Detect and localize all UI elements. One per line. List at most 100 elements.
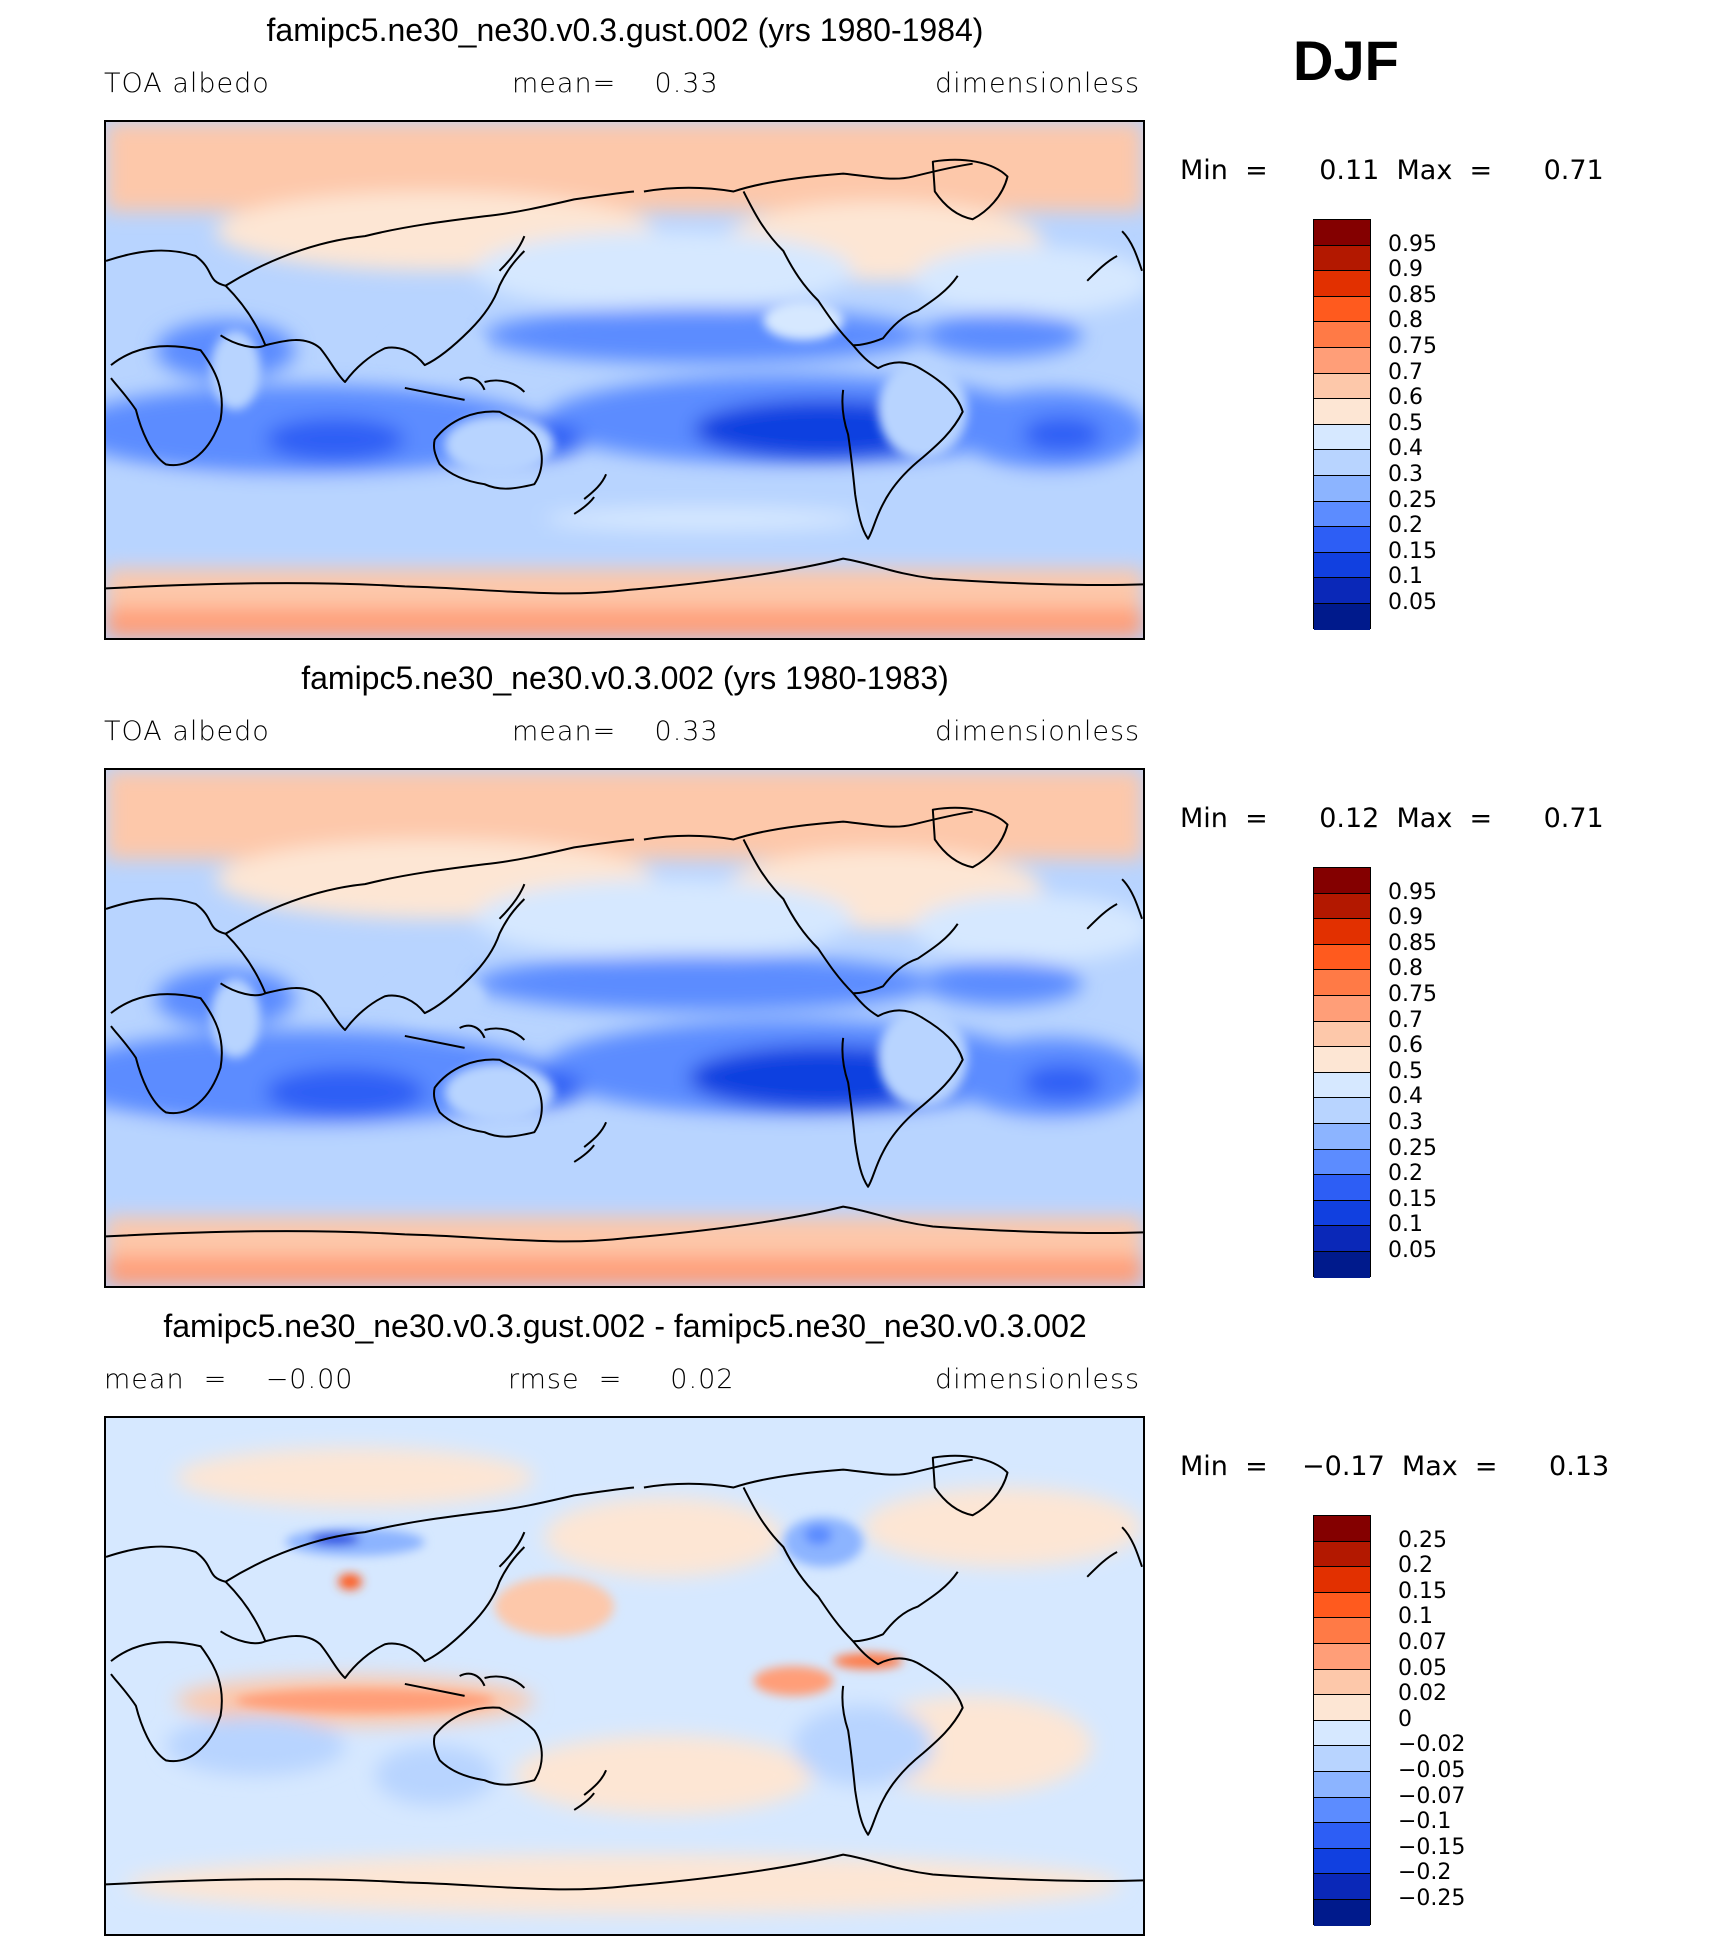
panel-3-colorbar [1313, 1515, 1371, 1926]
colorbar-tick-label: 0.4 [1388, 1084, 1423, 1110]
colorbar-swatch [1314, 1047, 1370, 1073]
colorbar-tick-label: 0.95 [1388, 231, 1437, 257]
colorbar-tick-label: 0.2 [1388, 1161, 1423, 1187]
colorbar-swatch [1314, 1541, 1370, 1568]
colorbar-tick-label: 0.6 [1388, 385, 1423, 411]
colorbar-swatch [1314, 552, 1370, 579]
colorbar-tick-label: −0.05 [1398, 1758, 1466, 1783]
colorbar-tick-label: −0.1 [1398, 1809, 1452, 1835]
colorbar-tick-label: 0.9 [1388, 905, 1423, 931]
colorbar-tick-label: 0.75 [1388, 982, 1437, 1007]
colorbar-tick-label: 0.5 [1388, 410, 1423, 436]
colorbar-swatch [1314, 424, 1370, 451]
panel-2-colorbar [1313, 867, 1371, 1278]
colorbar-tick-label: 0.3 [1388, 1110, 1423, 1135]
colorbar-swatch [1314, 1720, 1370, 1747]
colorbar-tick-label: 0.05 [1398, 1655, 1447, 1681]
colorbar-tick-label: −0.15 [1398, 1834, 1466, 1860]
colorbar-swatch [1314, 220, 1370, 246]
colorbar-swatch [1314, 1149, 1370, 1176]
colorbar-tick-label: 0.25 [1388, 487, 1437, 513]
colorbar-swatch [1314, 1226, 1370, 1252]
colorbar-tick-label: 0.7 [1388, 1007, 1423, 1033]
panel-1-mean-label: mean= 0.33 [512, 68, 719, 99]
colorbar-tick-label: −0.07 [1398, 1783, 1466, 1809]
panel-2-title: famipc5.ne30_ne30.v0.3.002 (yrs 1980-198… [301, 660, 949, 696]
colorbar-tick-label: 0.3 [1388, 462, 1423, 487]
colorbar-swatch [1314, 944, 1370, 971]
colorbar-swatch [1314, 919, 1370, 945]
colorbar-swatch [1314, 1516, 1370, 1542]
panel-2-map-svg [106, 770, 1143, 1286]
colorbar-swatch [1314, 527, 1370, 553]
colorbar-tick-label: 0.25 [1388, 1135, 1437, 1161]
colorbar-swatch [1314, 1695, 1370, 1721]
panel-1-map [104, 120, 1145, 640]
colorbar-swatch [1314, 603, 1370, 630]
panel-2-units-label: dimensionless [935, 716, 1141, 747]
panel-1-colorbar [1313, 219, 1371, 630]
colorbar-tick-label: 0.6 [1388, 1033, 1423, 1059]
colorbar-tick-label: 0.15 [1398, 1578, 1447, 1604]
colorbar-swatch [1314, 1072, 1370, 1099]
colorbar-tick-label: 0.1 [1388, 1212, 1423, 1238]
colorbar-tick-label: 0.15 [1388, 538, 1437, 564]
colorbar-swatch [1314, 1643, 1370, 1670]
colorbar-tick-label: 0 [1398, 1706, 1412, 1732]
panel-3-map-svg [106, 1418, 1143, 1934]
panel-3-rmse-label: rmse = 0.02 [508, 1364, 735, 1395]
colorbar-swatch [1314, 271, 1370, 297]
colorbar-swatch [1314, 1771, 1370, 1798]
panel-2-min-max: Min = 0.12 Max = 0.71 [1180, 803, 1604, 834]
colorbar-tick-label: 0.05 [1388, 590, 1437, 615]
panel-3-mean-label: mean = −0.00 [104, 1364, 354, 1395]
colorbar-swatch [1314, 1618, 1370, 1644]
colorbar-swatch [1314, 1797, 1370, 1824]
colorbar-swatch [1314, 1874, 1370, 1900]
colorbar-swatch [1314, 399, 1370, 425]
colorbar-swatch [1314, 970, 1370, 996]
colorbar-tick-label: 0.85 [1388, 930, 1437, 956]
colorbar-tick-label: 0.2 [1388, 513, 1423, 539]
colorbar-tick-label: 0.5 [1388, 1058, 1423, 1084]
colorbar-swatch [1314, 245, 1370, 272]
panel-1-map-svg [106, 122, 1143, 638]
colorbar-tick-label: −0.2 [1398, 1860, 1452, 1886]
colorbar-swatch [1314, 1823, 1370, 1849]
colorbar-swatch [1314, 1251, 1370, 1278]
panel-3-units-label: dimensionless [935, 1364, 1141, 1395]
colorbar-tick-label: 0.75 [1388, 334, 1437, 359]
colorbar-tick-label: 0.2 [1398, 1553, 1433, 1579]
colorbar-swatch [1314, 1098, 1370, 1124]
colorbar-swatch [1314, 322, 1370, 348]
colorbar-tick-label: 0.95 [1388, 879, 1437, 905]
colorbar-tick-label: 0.4 [1388, 436, 1423, 462]
colorbar-swatch [1314, 1669, 1370, 1696]
colorbar-swatch [1314, 1746, 1370, 1772]
colorbar-tick-label: 0.85 [1388, 282, 1437, 308]
colorbar-swatch [1314, 450, 1370, 476]
panel-2-mean-label: mean= 0.33 [512, 716, 719, 747]
panel-2-variable-label: TOA albedo [104, 716, 270, 747]
colorbar-tick-label: 0.25 [1398, 1527, 1447, 1553]
panel-1-variable-label: TOA albedo [104, 68, 270, 99]
colorbar-swatch [1314, 868, 1370, 894]
colorbar-swatch [1314, 578, 1370, 604]
colorbar-swatch [1314, 1567, 1370, 1593]
panel-1-min-max: Min = 0.11 Max = 0.71 [1180, 155, 1604, 186]
colorbar-tick-label: 0.1 [1398, 1604, 1433, 1630]
colorbar-swatch [1314, 1200, 1370, 1227]
colorbar-tick-label: 0.8 [1388, 308, 1423, 334]
colorbar-tick-label: −0.02 [1398, 1732, 1466, 1758]
colorbar-tick-label: 0.1 [1388, 564, 1423, 590]
panel-2-map [104, 768, 1145, 1288]
colorbar-tick-label: 0.05 [1388, 1238, 1437, 1263]
colorbar-swatch [1314, 501, 1370, 528]
colorbar-swatch [1314, 995, 1370, 1022]
colorbar-swatch [1314, 893, 1370, 920]
colorbar-swatch [1314, 1592, 1370, 1619]
season-label: DJF [1293, 29, 1399, 92]
colorbar-tick-label: 0.9 [1388, 257, 1423, 283]
colorbar-tick-label: 0.8 [1388, 956, 1423, 982]
colorbar-swatch [1314, 373, 1370, 400]
